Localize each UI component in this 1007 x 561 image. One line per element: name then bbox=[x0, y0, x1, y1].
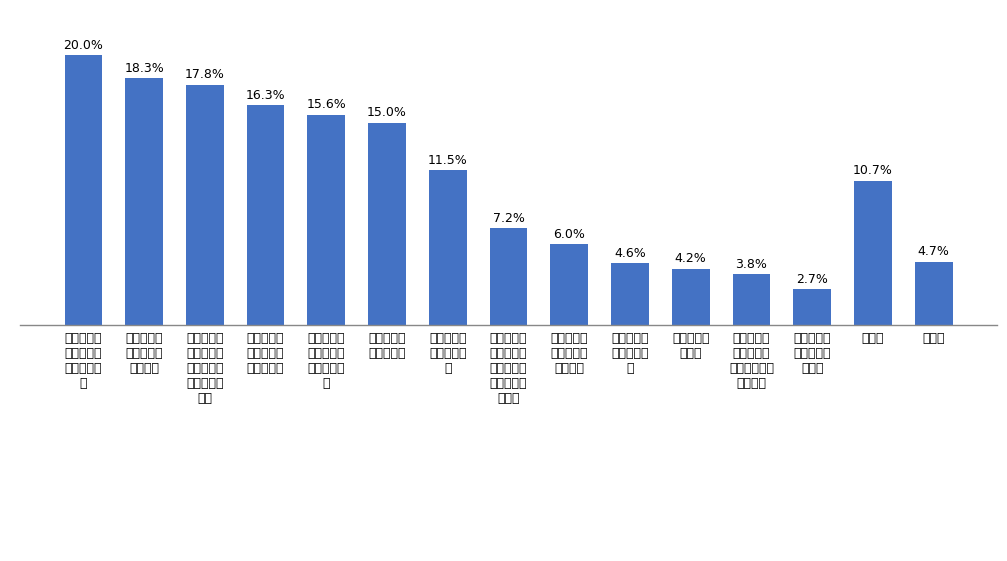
Text: 7.2%: 7.2% bbox=[492, 211, 525, 225]
Bar bbox=[307, 114, 345, 325]
Bar bbox=[672, 269, 710, 325]
Bar bbox=[125, 78, 163, 325]
Bar bbox=[64, 55, 102, 325]
Text: 3.8%: 3.8% bbox=[735, 257, 767, 270]
Text: 4.6%: 4.6% bbox=[614, 247, 645, 260]
Bar bbox=[551, 244, 588, 325]
Text: 17.8%: 17.8% bbox=[185, 68, 225, 81]
Text: 15.0%: 15.0% bbox=[368, 106, 407, 119]
Text: 4.2%: 4.2% bbox=[675, 252, 707, 265]
Bar bbox=[611, 263, 649, 325]
Bar bbox=[489, 228, 528, 325]
Bar bbox=[186, 85, 224, 325]
Text: 10.7%: 10.7% bbox=[853, 164, 893, 177]
Bar bbox=[854, 181, 892, 325]
Text: 20.0%: 20.0% bbox=[63, 39, 104, 52]
Text: 6.0%: 6.0% bbox=[553, 228, 585, 241]
Text: 16.3%: 16.3% bbox=[246, 89, 285, 102]
Text: 15.6%: 15.6% bbox=[306, 98, 346, 111]
Text: 11.5%: 11.5% bbox=[428, 154, 467, 167]
Bar bbox=[915, 262, 953, 325]
Text: 4.7%: 4.7% bbox=[917, 246, 950, 259]
Text: 18.3%: 18.3% bbox=[124, 62, 164, 75]
Text: 2.7%: 2.7% bbox=[797, 273, 828, 286]
Bar bbox=[733, 274, 770, 325]
Bar bbox=[794, 289, 831, 325]
Bar bbox=[369, 123, 406, 325]
Bar bbox=[247, 105, 284, 325]
Bar bbox=[429, 170, 466, 325]
